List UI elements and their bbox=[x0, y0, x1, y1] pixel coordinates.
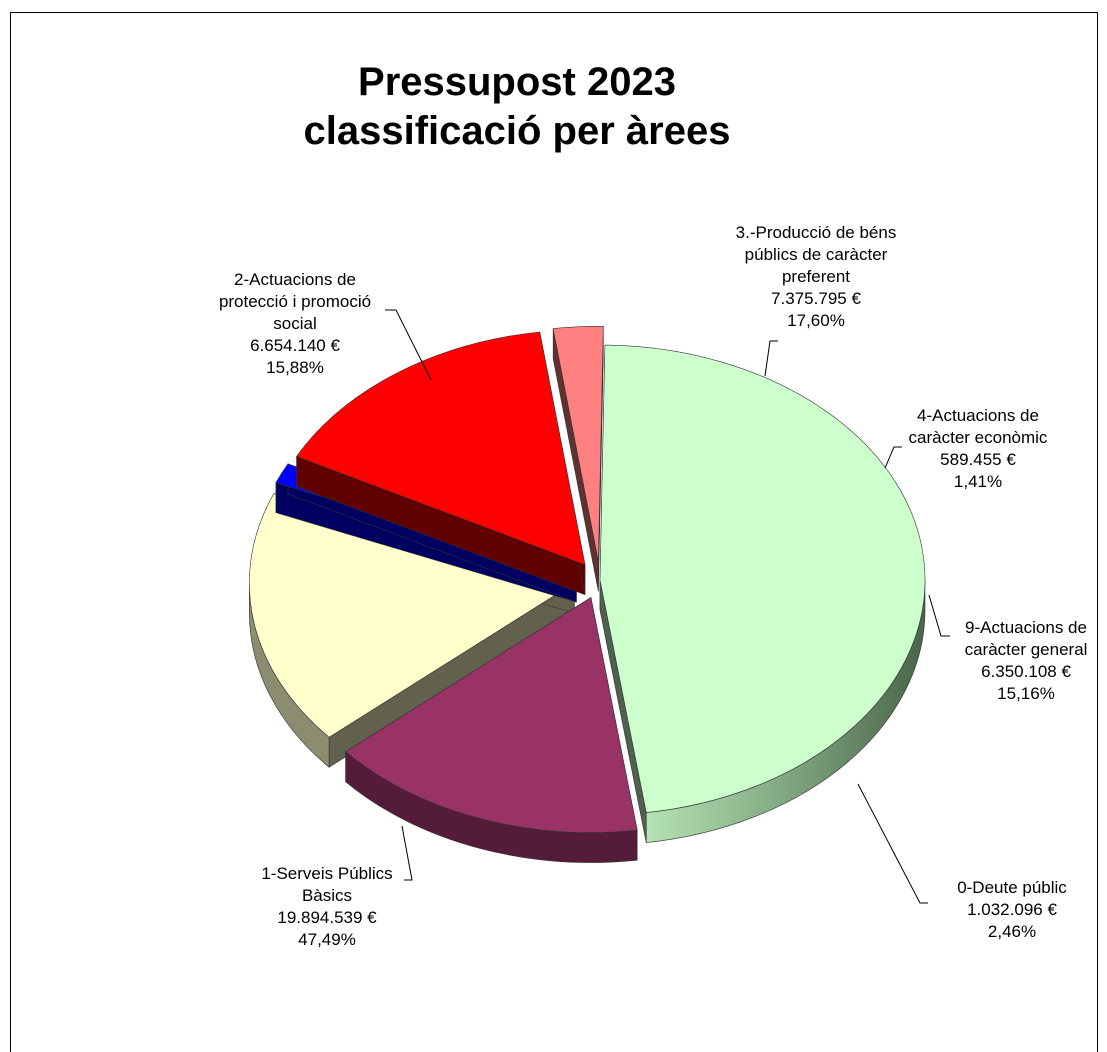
slice-label-percent: 47,49% bbox=[298, 930, 356, 949]
slice-label-2: 2-Actuacions de protecció i promoció socia… bbox=[219, 270, 371, 377]
leader-line-4 bbox=[884, 446, 902, 469]
slice-label-name: 1-Serveis Públics bbox=[261, 864, 392, 883]
leader-line-2 bbox=[385, 309, 432, 381]
slice-label-value: 6.350.108 € bbox=[981, 662, 1071, 681]
slice-label-percent: 17,60% bbox=[787, 311, 845, 330]
slice-label-4: 4-Actuacions de caràcter econòmic 589.455 … bbox=[909, 406, 1048, 491]
pie-slice-2 bbox=[345, 597, 638, 863]
slice-label-name: protecció i promoció bbox=[219, 292, 371, 311]
slice-label-name: 4-Actuacions de bbox=[917, 406, 1039, 425]
slice-label-name: 3.-Producció de béns bbox=[736, 223, 897, 242]
slice-label-5: 9-Actuacions de caràcter general 6.350.108… bbox=[965, 618, 1088, 703]
pie-slice-1 bbox=[599, 344, 926, 843]
slice-label-name: Bàsics bbox=[302, 886, 352, 905]
slice-label-value: 6.654.140 € bbox=[250, 336, 340, 355]
chart-title-line-1: Pressupost 2023 bbox=[358, 60, 676, 104]
slice-label-value: 19.894.539 € bbox=[277, 908, 377, 927]
slice-label-value: 1.032.096 € bbox=[967, 900, 1057, 919]
slice-label-name: caràcter general bbox=[965, 640, 1088, 659]
slice-label-name: públics de caràcter bbox=[745, 245, 888, 264]
slice-label-name: 0-Deute públic bbox=[957, 878, 1067, 897]
chart-frame bbox=[10, 12, 1098, 1052]
slice-label-3: 3.-Producció de béns públics de caràcter p… bbox=[736, 223, 897, 330]
slice-label-name: caràcter econòmic bbox=[909, 428, 1048, 447]
slice-label-value: 7.375.795 € bbox=[771, 289, 861, 308]
slice-label-name: 9-Actuacions de bbox=[965, 618, 1087, 637]
slice-label-name: social bbox=[273, 314, 316, 333]
slice-label-1: 1-Serveis Públics Bàsics 19.894.539 € 47,49… bbox=[261, 864, 392, 949]
slice-label-name: preferent bbox=[782, 267, 850, 286]
slice-label-0: 0-Deute públic 1.032.096 € 2,46% bbox=[957, 878, 1067, 941]
pie-slice-0 bbox=[552, 326, 604, 592]
slice-label-percent: 15,16% bbox=[997, 684, 1055, 703]
slice-label-percent: 1,41% bbox=[954, 472, 1002, 491]
leader-line-1 bbox=[401, 825, 413, 881]
leader-line-0 bbox=[857, 783, 928, 904]
leader-line-5 bbox=[928, 594, 950, 637]
slice-label-percent: 15,88% bbox=[266, 358, 324, 377]
leader-line-3 bbox=[764, 340, 778, 377]
chart-title: Pressupost 2023 classificació per àrees bbox=[0, 58, 1034, 156]
slice-label-percent: 2,46% bbox=[988, 922, 1036, 941]
slice-label-value: 589.455 € bbox=[940, 450, 1016, 469]
chart-title-line-2: classificació per àrees bbox=[303, 108, 731, 153]
slice-label-name: 2-Actuacions de bbox=[234, 270, 356, 289]
pie-slice-5 bbox=[296, 331, 586, 596]
